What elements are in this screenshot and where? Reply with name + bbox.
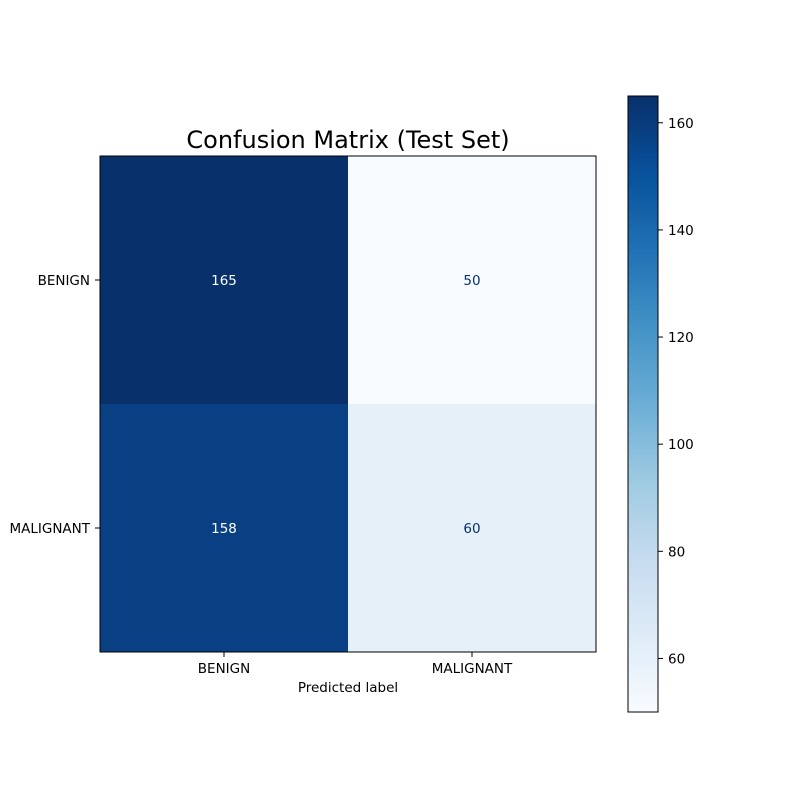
cell-value-r0-c1: 50 [463, 273, 480, 289]
plot-frame [99, 155, 597, 653]
colorbar-ticks: 60 80 100 120 140 160 [658, 116, 694, 667]
x-tick-label: MALIGNANT [432, 661, 513, 677]
matrix-cell-labels: 165 50 158 60 [211, 273, 480, 537]
matrix-cells [100, 156, 596, 652]
cell-value-r0-c0: 165 [211, 273, 237, 289]
cell-value-r1-c1: 60 [463, 521, 480, 537]
x-axis-label: Predicted label [298, 680, 398, 696]
colorbar-tick-label: 100 [668, 437, 694, 453]
chart-title: Confusion Matrix (Test Set) [186, 126, 509, 154]
colorbar-tick-label: 80 [668, 544, 685, 560]
matrix-cell-r0-c0 [100, 156, 348, 404]
colorbar-tick-label: 60 [668, 651, 685, 667]
y-tick-label: BENIGN [38, 273, 90, 289]
colorbar-tick-label: 140 [668, 223, 694, 239]
colorbar-tick-label: 160 [668, 116, 694, 132]
matrix-cell-r1-c0 [100, 404, 348, 652]
x-tick-label: BENIGN [198, 661, 250, 677]
colorbar-tick-label: 120 [668, 330, 694, 346]
y-axis-ticks: BENIGN MALIGNANT [9, 273, 100, 537]
matrix-cell-r1-c1 [348, 404, 596, 652]
cell-value-r1-c0: 158 [211, 521, 237, 537]
colorbar [627, 95, 659, 713]
y-tick-label: MALIGNANT [9, 521, 90, 537]
matrix-cell-r0-c1 [348, 156, 596, 404]
x-axis-ticks: BENIGN MALIGNANT [198, 652, 513, 677]
